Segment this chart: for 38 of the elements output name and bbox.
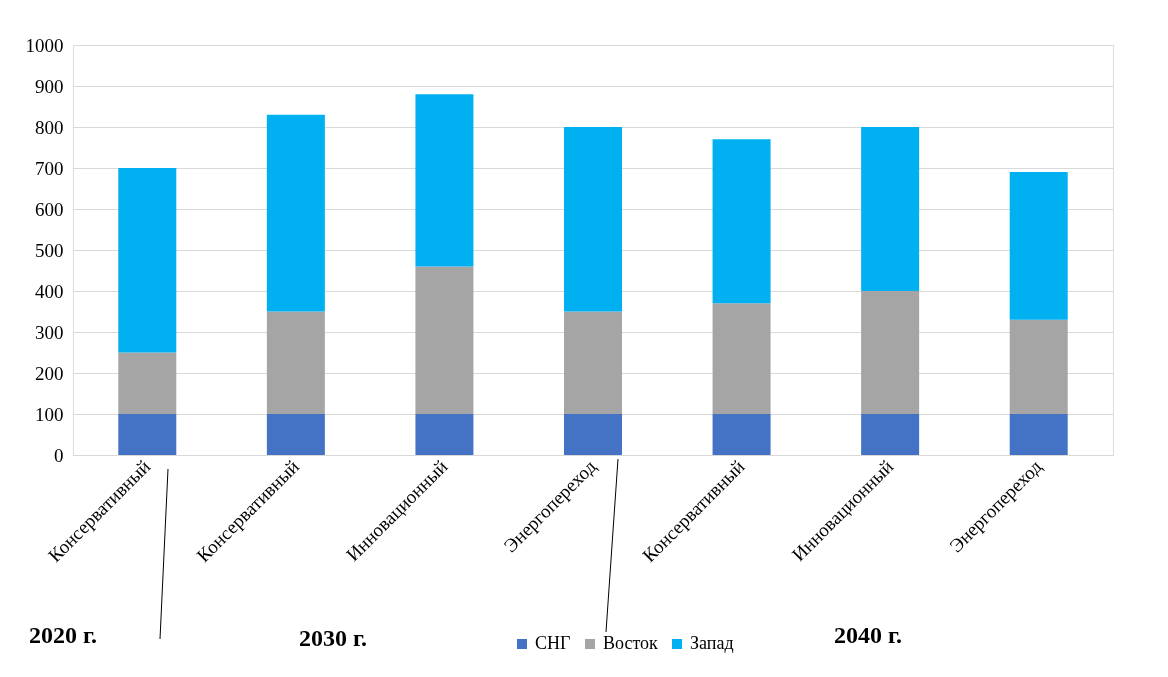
- text: 2020 г.: [28, 622, 98, 648]
- bar: [564, 311, 622, 414]
- bar: [564, 414, 622, 455]
- bar: [266, 311, 325, 414]
- text: 2040 г.: [833, 622, 903, 648]
- legend-label: СНГ: [535, 633, 571, 653]
- bar: [1009, 172, 1068, 320]
- y-tick-label: 800: [35, 116, 64, 138]
- bar: [564, 127, 622, 312]
- text: 2030 г.: [298, 625, 368, 651]
- bar: [861, 291, 920, 414]
- y-tick-label: 100: [35, 403, 64, 425]
- bar: [415, 266, 474, 414]
- y-tick-label: 300: [35, 321, 64, 343]
- bar: [415, 414, 474, 455]
- y-tick-label: 700: [35, 157, 64, 179]
- bar: [712, 414, 771, 455]
- y-tick-label: 0: [54, 444, 64, 466]
- bar: [1009, 414, 1068, 455]
- bar: [118, 352, 177, 414]
- y-tick-label: 1000: [25, 34, 64, 56]
- y-tick-label: 200: [35, 362, 64, 384]
- bar: [861, 127, 920, 291]
- bar: [712, 139, 771, 304]
- bar: [118, 168, 177, 353]
- bar: [266, 414, 325, 455]
- legend-label: Восток: [603, 633, 659, 653]
- bar: [861, 414, 920, 455]
- y-tick-label: 600: [35, 198, 64, 220]
- legend-label: Запад: [690, 633, 734, 653]
- y-tick-label: 900: [35, 75, 64, 97]
- y-tick-label: 500: [35, 239, 64, 261]
- bar: [712, 303, 771, 414]
- bar: [415, 94, 474, 267]
- bar: [1009, 319, 1068, 414]
- bar: [266, 114, 325, 312]
- bar: [118, 414, 177, 455]
- y-tick-label: 400: [35, 280, 64, 302]
